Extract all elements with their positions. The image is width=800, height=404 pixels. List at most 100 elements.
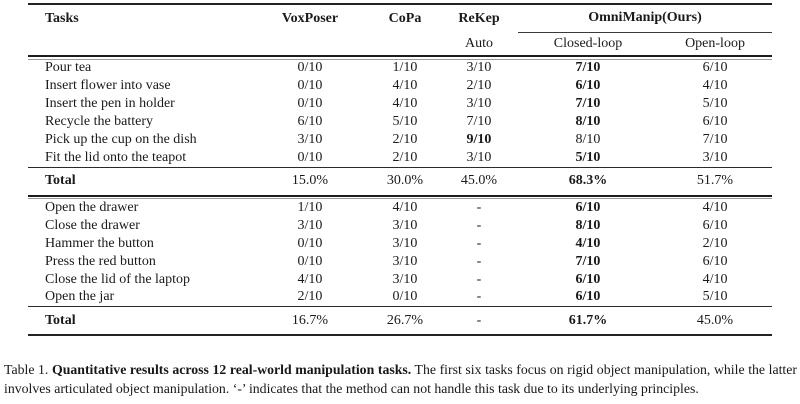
value-cell: 4/10: [702, 78, 728, 93]
table-row: Open the drawer 1/10 4/10 - 6/10 4/10: [28, 199, 772, 217]
column-subheader-open-loop: Open-loop: [685, 35, 745, 51]
value-cell: 4/10: [297, 271, 323, 287]
value-cell: 6/10: [575, 289, 601, 305]
caption-text: The first six tasks focus on rigid objec…: [4, 362, 797, 396]
value-cell: 30.0%: [386, 173, 424, 188]
single-rule: [28, 166, 773, 168]
value-cell: -: [476, 217, 482, 233]
caption-label: Table 1.: [4, 362, 49, 377]
value-cell: 16.7%: [291, 312, 329, 328]
value-cell: 5/10: [702, 289, 728, 305]
value-cell: 0/10: [392, 289, 418, 305]
value-cell: 3/10: [466, 60, 492, 76]
total-row: Total 16.7% 26.7% - 61.7% 45.0%: [28, 307, 772, 335]
table-row: Pour tea 0/10 1/10 3/10 7/10 6/10: [28, 59, 772, 77]
value-cell: 7/10: [466, 114, 492, 129]
task-name: Pour tea: [45, 60, 92, 76]
column-header-omnimanip: OmniManip(Ours): [518, 4, 773, 33]
table-row: Press the red button 0/10 3/10 - 7/10 6/10: [28, 253, 772, 271]
rigid-total-section: Total 15.0% 30.0% 45.0% 68.3% 51.7%: [28, 168, 772, 196]
task-name: Insert flower into vase: [45, 78, 171, 93]
value-cell: 26.7%: [386, 312, 424, 328]
value-cell: 6/10: [575, 199, 601, 215]
table-header: Tasks VoxPoser CoPa ReKep OmniManip(Ours…: [28, 4, 773, 56]
value-cell: 5/10: [575, 149, 601, 165]
value-cell: 7/10: [575, 96, 601, 111]
column-subheader-closed-loop: Closed-loop: [553, 35, 623, 51]
header-row-variants: Auto Closed-loop Open-loop: [28, 32, 772, 56]
value-cell: 6/10: [702, 253, 728, 269]
task-name: Close the drawer: [45, 217, 140, 233]
value-cell: 6/10: [702, 217, 728, 233]
value-cell: 3/10: [702, 149, 728, 165]
table-caption: Table 1. Quantitative results across 12 …: [4, 360, 797, 398]
table-row: Close the lid of the laptop 4/10 3/10 - 6/10…: [28, 271, 772, 289]
value-cell: -: [476, 271, 482, 287]
value-cell: 0/10: [297, 96, 323, 111]
value-cell: 8/10: [575, 217, 601, 233]
value-cell: 3/10: [392, 271, 418, 287]
value-cell: 3/10: [297, 132, 323, 147]
header-spacer: [250, 32, 370, 56]
value-cell: 6/10: [702, 114, 728, 129]
table-row: Recycle the battery 6/10 5/10 7/10 8/10 6/10: [28, 113, 772, 131]
table-row: Insert flower into vase 0/10 4/10 2/10 6/10 4…: [28, 77, 772, 95]
task-name: Open the drawer: [45, 199, 139, 215]
double-rule: [28, 194, 773, 199]
column-header-copa: CoPa: [388, 10, 422, 26]
column-subheader-auto: Auto: [465, 35, 493, 51]
value-cell: 3/10: [392, 235, 418, 251]
task-name: Open the jar: [45, 289, 115, 305]
value-cell: 1/10: [392, 60, 418, 76]
value-cell: 3/10: [297, 217, 323, 233]
table-row: Open the jar 2/10 0/10 - 6/10 5/10: [28, 289, 772, 307]
table-row: Pick up the cup on the dish 3/10 2/10 9/10 8…: [28, 131, 772, 149]
value-cell: 45.0%: [460, 173, 498, 188]
total-label: Total: [45, 312, 76, 328]
value-cell: 6/10: [575, 271, 601, 287]
task-name: Fit the lid onto the teapot: [45, 149, 187, 165]
table-row: Hammer the button 0/10 3/10 - 4/10 2/10: [28, 235, 772, 253]
value-cell: 6/10: [702, 60, 728, 76]
value-cell: 5/10: [702, 96, 728, 111]
value-cell: 2/10: [392, 132, 418, 147]
value-cell: -: [476, 289, 482, 305]
value-cell: 4/10: [702, 199, 728, 215]
total-label: Total: [45, 173, 76, 188]
value-cell: 3/10: [466, 96, 492, 111]
value-cell: 3/10: [466, 149, 492, 165]
header-row-methods: Tasks VoxPoser CoPa ReKep OmniManip(Ours…: [28, 4, 773, 33]
double-rule: [28, 55, 773, 60]
task-name: Hammer the button: [45, 235, 154, 251]
task-name: Press the red button: [45, 253, 156, 269]
bottom-rule: [28, 334, 773, 337]
value-cell: 7/10: [575, 253, 601, 269]
value-cell: 8/10: [575, 132, 601, 147]
value-cell: 0/10: [297, 78, 323, 93]
value-cell: 7/10: [575, 60, 601, 76]
value-cell: 2/10: [297, 289, 323, 305]
column-header-tasks: Tasks: [45, 10, 79, 26]
header-spacer: [28, 32, 250, 56]
value-cell: 15.0%: [291, 173, 329, 188]
single-rule: [28, 306, 773, 307]
value-cell: 7/10: [702, 132, 728, 147]
table-row: Close the drawer 3/10 3/10 - 8/10 6/10: [28, 217, 772, 235]
value-cell: -: [476, 253, 482, 269]
value-cell: -: [476, 235, 482, 251]
value-cell: 4/10: [392, 199, 418, 215]
value-cell: 6/10: [297, 114, 323, 129]
value-cell: 0/10: [297, 235, 323, 251]
value-cell: 3/10: [392, 217, 418, 233]
column-header-rekep: ReKep: [458, 10, 500, 26]
table-row: Fit the lid onto the teapot 0/10 2/10 3/10 5…: [28, 149, 772, 167]
task-name: Recycle the battery: [45, 114, 154, 129]
task-name: Insert the pen in holder: [45, 96, 175, 111]
value-cell: 0/10: [297, 253, 323, 269]
value-cell: 61.7%: [568, 312, 608, 328]
articulated-total-section: Total 16.7% 26.7% - 61.7% 45.0%: [28, 307, 772, 335]
caption-title: Quantitative results across 12 real-worl…: [51, 362, 412, 377]
value-cell: 5/10: [392, 114, 418, 129]
value-cell: 1/10: [297, 199, 323, 215]
value-cell: 4/10: [392, 96, 418, 111]
